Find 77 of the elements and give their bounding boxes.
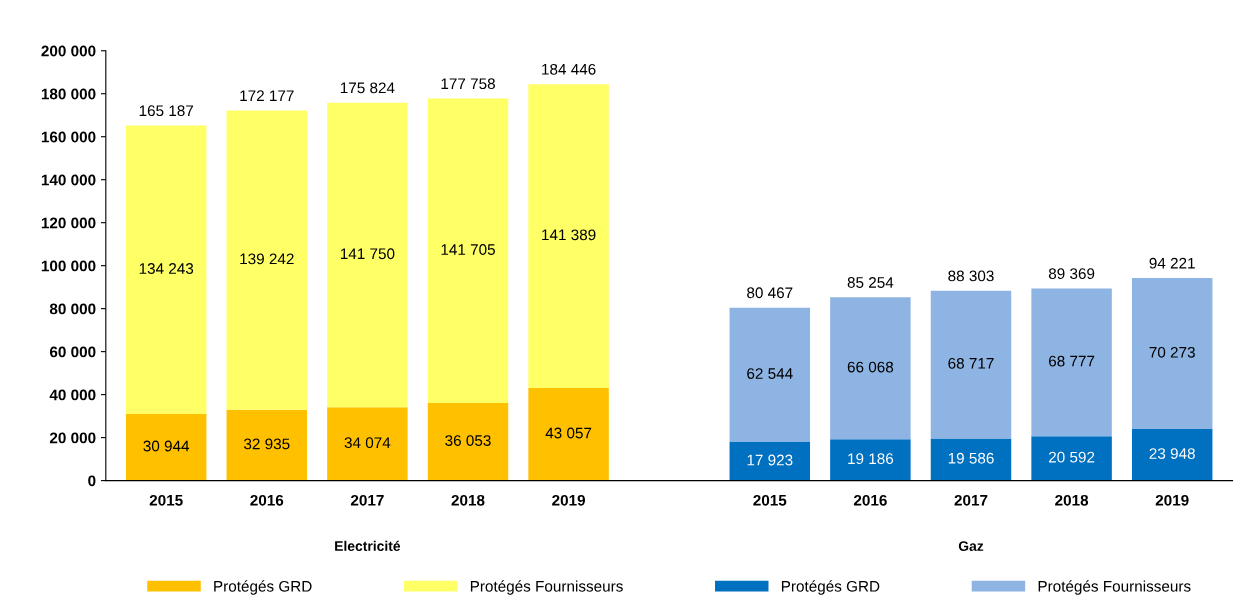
y-tick-label: 0 [88,475,96,487]
y-tick-label: 100 000 [41,260,96,272]
x-tick-label: 2015 [753,494,787,506]
bar [327,102,408,408]
bar [1131,429,1213,481]
bar [528,84,609,389]
bar [1031,288,1112,437]
data-label: 139 242 [240,253,294,265]
data-label: 68 777 [1049,355,1095,367]
y-tick-label: 80 000 [49,303,96,315]
data-label: 36 053 [445,435,491,446]
total-label: 165 187 [139,105,194,117]
total-label: 172 177 [240,90,294,101]
bar [830,297,911,440]
data-label: 62 544 [747,368,793,379]
data-label: 66 068 [847,361,894,373]
total-label: 88 303 [948,270,994,282]
data-label: 20 592 [1049,451,1095,463]
legend-label: Protégés Fournisseurs [470,580,623,595]
data-label: 17 923 [747,454,793,466]
bar [226,110,308,410]
x-tick-label: 2015 [149,494,183,506]
data-label: 34 074 [344,437,391,449]
y-tick-label: 120 000 [41,217,96,229]
y-tick-label: 20 000 [49,432,96,444]
data-label: 70 273 [1149,346,1195,358]
total-label: 175 824 [340,82,395,94]
y-tick-label: 40 000 [49,389,96,401]
text: Gaz [958,541,984,551]
text: Electricité [335,540,401,551]
total-label: 89 369 [1048,268,1095,280]
data-label: 141 705 [441,244,495,255]
total-label: 80 467 [747,287,793,299]
y-tick-label: 180 000 [41,88,96,100]
total-label: 85 254 [847,277,894,288]
bar [729,307,811,443]
legend-label: Protégés GRD [781,580,880,595]
bar [930,290,1012,439]
x-tick-label: 2018 [1055,494,1089,506]
x-tick-label: 2016 [853,494,887,506]
bar [427,98,509,404]
data-label: 19 186 [848,453,894,465]
bar [729,442,811,481]
legend-label: Protégés Fournisseurs [1038,580,1191,595]
data-label: 141 750 [340,248,395,260]
bar [125,414,207,481]
data-label: 32 935 [244,438,290,450]
legend-label: Protégés GRD [214,580,312,595]
x-tick-label: 2017 [954,494,988,506]
data-label: 23 948 [1149,448,1195,459]
data-label: 141 389 [542,229,596,241]
data-label: 19 586 [948,452,994,464]
y-tick-label: 160 000 [41,131,96,143]
y-tick-label: 200 000 [41,45,96,57]
data-label: 134 243 [139,263,194,274]
bar [125,125,207,415]
data-label: 68 717 [948,357,994,369]
data-label: 43 057 [545,427,592,439]
x-tick-label: 2019 [552,494,586,506]
bar [930,438,1012,481]
bar [830,439,911,481]
x-tick-label: 2017 [350,494,384,506]
y-tick-label: 140 000 [41,174,96,186]
x-tick-label: 2018 [451,494,485,506]
x-tick-label: 2019 [1155,494,1189,506]
bar [528,388,609,481]
bar [427,403,509,481]
total-label: 184 446 [542,63,596,75]
bar [327,407,408,481]
bar [1031,436,1112,481]
total-label: 177 758 [441,78,495,90]
bar [226,409,308,481]
x-tick-label: 2016 [250,494,284,506]
total-label: 94 221 [1149,257,1195,269]
data-label: 30 944 [143,440,190,452]
bar [1131,278,1213,430]
y-tick-label: 60 000 [49,346,96,358]
